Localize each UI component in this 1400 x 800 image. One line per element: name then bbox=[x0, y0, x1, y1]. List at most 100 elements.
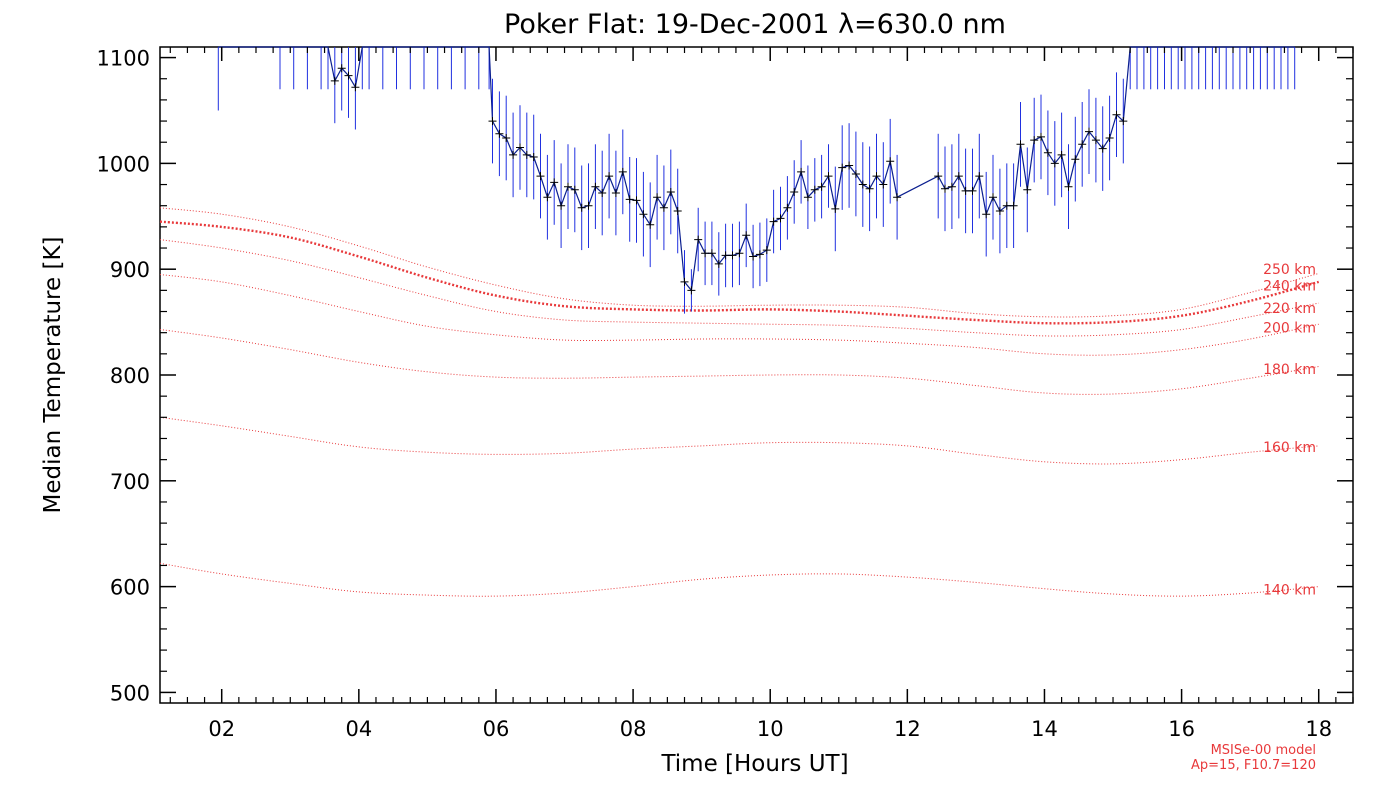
model-curve-220km bbox=[159, 239, 1319, 337]
data-point bbox=[509, 150, 518, 159]
data-point bbox=[536, 172, 545, 181]
x-tick-label: 08 bbox=[620, 717, 647, 741]
data-point bbox=[543, 193, 552, 202]
data-point bbox=[947, 182, 956, 191]
data-point bbox=[845, 161, 854, 170]
data-point bbox=[577, 203, 586, 212]
data-point bbox=[783, 203, 792, 212]
y-tick-label: 600 bbox=[110, 576, 150, 600]
data-point bbox=[502, 134, 511, 142]
data-point bbox=[803, 193, 812, 202]
data-point bbox=[838, 163, 847, 172]
data-point bbox=[529, 153, 538, 161]
data-point bbox=[879, 180, 888, 189]
x-tick-label: 06 bbox=[483, 717, 510, 741]
model-curve-200km bbox=[159, 274, 1319, 356]
data-point bbox=[1030, 136, 1039, 145]
data-point bbox=[351, 83, 360, 92]
data-point bbox=[1043, 148, 1052, 157]
data-point bbox=[488, 117, 497, 126]
data-point bbox=[810, 185, 819, 194]
model-curve-160km bbox=[159, 416, 1319, 465]
data-point bbox=[673, 207, 682, 215]
data-point bbox=[790, 188, 799, 196]
data-point bbox=[1050, 159, 1059, 168]
data-point bbox=[680, 277, 689, 286]
data-point bbox=[1078, 140, 1087, 149]
model-label: 250 km bbox=[1263, 262, 1316, 278]
y-tick-label: 1100 bbox=[97, 47, 150, 71]
y-tick-label: 900 bbox=[110, 258, 150, 282]
x-tick-label: 02 bbox=[208, 717, 235, 741]
data-point bbox=[1112, 110, 1121, 119]
data-point bbox=[1002, 201, 1011, 210]
data-point bbox=[570, 185, 579, 194]
chart-title: Poker Flat: 19-Dec-2001 λ=630.0 nm bbox=[504, 9, 1006, 40]
data-point bbox=[1037, 132, 1045, 141]
data-point bbox=[694, 235, 703, 244]
data-point bbox=[1009, 201, 1018, 210]
x-tick-label: 14 bbox=[1031, 717, 1058, 741]
y-tick-label: 500 bbox=[110, 681, 150, 705]
measured-series bbox=[218, 46, 1295, 295]
data-point bbox=[817, 182, 826, 191]
model-curve-140km bbox=[159, 562, 1319, 597]
data-point bbox=[557, 201, 566, 210]
data-point bbox=[968, 186, 977, 195]
data-point bbox=[824, 172, 833, 181]
model-curve-250km bbox=[159, 207, 1319, 318]
data-point bbox=[550, 178, 559, 187]
model-label: 160 km bbox=[1263, 440, 1316, 456]
x-tick-label: 04 bbox=[345, 717, 372, 741]
data-point bbox=[598, 189, 607, 197]
data-point bbox=[728, 251, 737, 260]
data-point bbox=[975, 172, 984, 181]
data-point bbox=[865, 184, 874, 193]
model-label: 180 km bbox=[1263, 362, 1316, 378]
data-point bbox=[995, 207, 1004, 215]
data-point bbox=[687, 286, 696, 295]
model-label: 140 km bbox=[1263, 583, 1316, 599]
data-point bbox=[886, 157, 895, 166]
data-point bbox=[1105, 134, 1114, 142]
data-point bbox=[564, 182, 572, 191]
data-point bbox=[1064, 182, 1073, 191]
model-label: 200 km bbox=[1263, 321, 1316, 337]
data-point bbox=[611, 189, 620, 197]
x-tick-label: 10 bbox=[757, 717, 784, 741]
data-point bbox=[749, 252, 758, 261]
data-point bbox=[1119, 117, 1128, 126]
data-point bbox=[666, 188, 675, 196]
model-curve-180km bbox=[159, 329, 1319, 395]
data-point bbox=[1057, 150, 1066, 159]
model-note: MSISe-00 model bbox=[1211, 743, 1316, 758]
data-point bbox=[1071, 155, 1080, 164]
data-point bbox=[639, 210, 648, 219]
data-point bbox=[1023, 185, 1032, 194]
data-point bbox=[762, 246, 771, 255]
data-point bbox=[714, 259, 723, 268]
data-point bbox=[954, 172, 963, 181]
data-point bbox=[591, 182, 600, 191]
data-point bbox=[735, 249, 744, 258]
x-axis-label: Time [Hours UT] bbox=[660, 751, 848, 777]
data-point bbox=[769, 217, 778, 226]
data-point bbox=[961, 186, 970, 195]
data-point bbox=[797, 167, 806, 176]
model-curve-240km bbox=[159, 220, 1320, 325]
data-point bbox=[516, 143, 524, 152]
data-point bbox=[337, 64, 346, 73]
data-point bbox=[701, 249, 710, 258]
model-label: 240 km bbox=[1263, 279, 1316, 295]
data-point bbox=[934, 172, 943, 181]
data-point bbox=[495, 129, 504, 138]
data-point bbox=[858, 180, 867, 189]
y-tick-label: 700 bbox=[110, 470, 150, 494]
data-point bbox=[632, 196, 641, 205]
data-point bbox=[755, 250, 764, 259]
error-bars bbox=[217, 47, 1296, 314]
data-point bbox=[1085, 127, 1093, 136]
data-point bbox=[941, 184, 949, 193]
